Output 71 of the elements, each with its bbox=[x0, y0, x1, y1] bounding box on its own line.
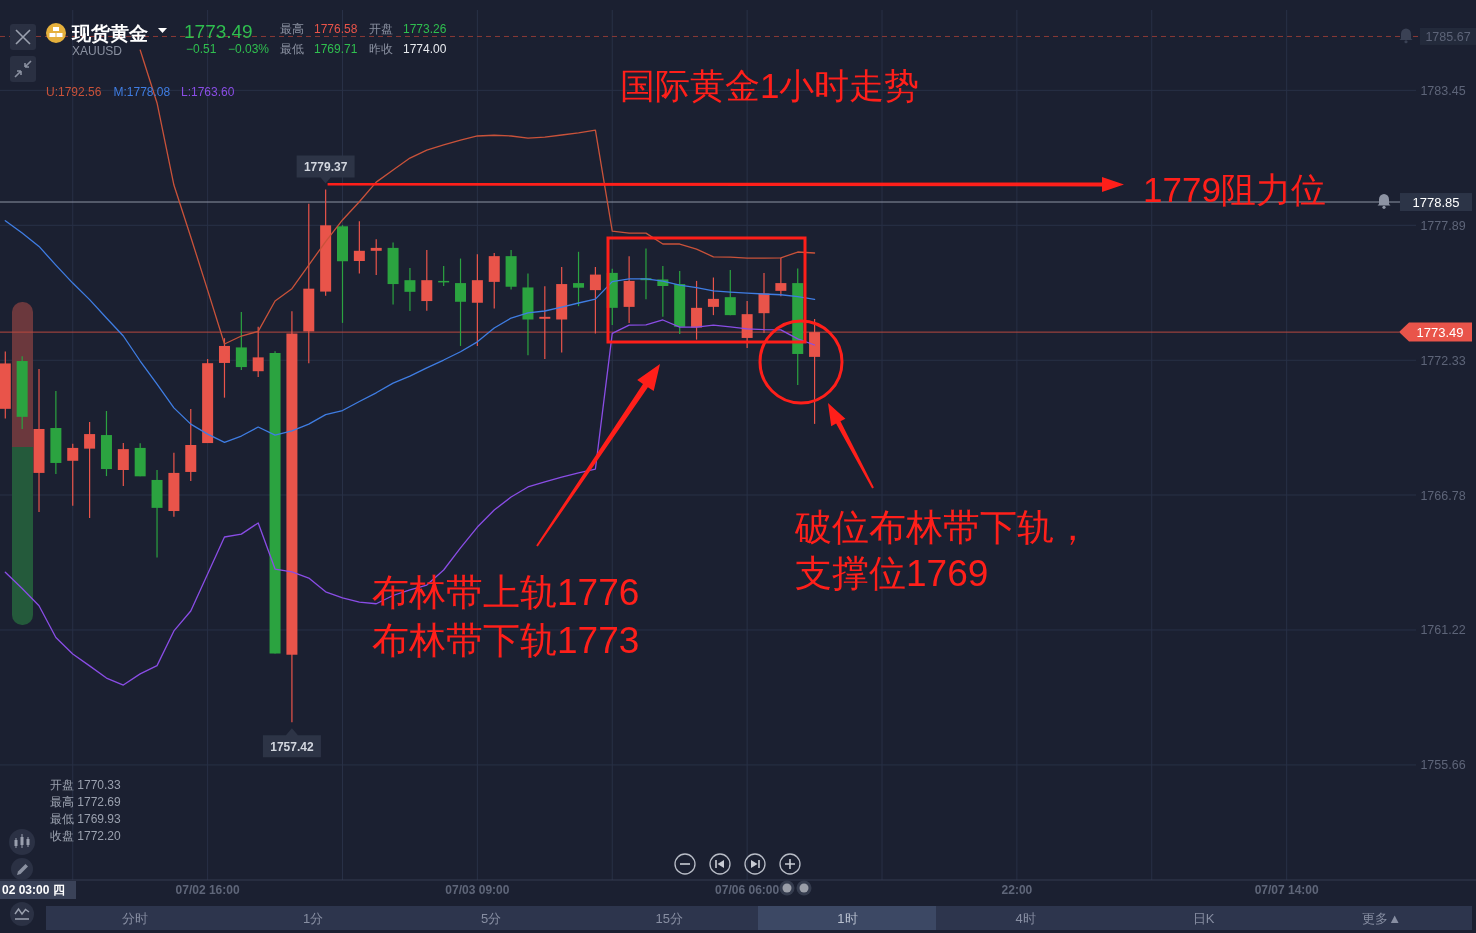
candlestick bbox=[117, 442, 129, 487]
annotation: 现货黄金 bbox=[71, 23, 148, 44]
candlestick bbox=[707, 276, 719, 316]
annotation: 最高 1772.69 bbox=[50, 795, 122, 809]
candlestick bbox=[741, 300, 753, 349]
text: 1785.67 bbox=[1425, 29, 1471, 44]
annotation: 布林带下轨1773 bbox=[372, 620, 640, 661]
annotation: 昨收 bbox=[369, 42, 393, 56]
candlestick bbox=[589, 266, 601, 335]
annotation: 破位布林带下轨， bbox=[794, 507, 1091, 548]
text: 15分 bbox=[655, 911, 684, 926]
candlestick bbox=[421, 249, 433, 312]
text: 国际黄金1小时走势 bbox=[620, 66, 920, 105]
annotation: 收盘 1772.20 bbox=[50, 829, 122, 843]
y-tick-label: 1772.33 bbox=[1420, 353, 1466, 368]
text: 5分 bbox=[481, 911, 502, 926]
candlestick bbox=[252, 326, 264, 378]
text: 日K bbox=[1192, 911, 1215, 926]
annotation: −0.51 bbox=[186, 42, 217, 56]
annotation: XAUUSD bbox=[72, 44, 123, 58]
text: 分时 bbox=[122, 911, 148, 926]
candlestick bbox=[539, 285, 551, 360]
annotation: 最高 bbox=[280, 22, 304, 36]
y-tick-label: 1755.66 bbox=[1420, 758, 1466, 773]
text: 4时 bbox=[1015, 911, 1036, 926]
candlestick bbox=[235, 311, 247, 371]
y-tick-label: 1777.89 bbox=[1420, 218, 1466, 233]
text: 1时 bbox=[837, 911, 858, 926]
text: 1分 bbox=[302, 911, 324, 926]
line-series bbox=[4, 220, 816, 443]
candlestick bbox=[353, 220, 365, 274]
annotation: 1769.71 bbox=[314, 42, 358, 56]
y-tick-label: 1766.78 bbox=[1420, 488, 1466, 503]
candlestick bbox=[724, 269, 736, 316]
text: 1778.85 bbox=[1412, 194, 1460, 210]
annotation: 开盘 1770.33 bbox=[50, 778, 122, 792]
annotation: 支撑位1769 bbox=[795, 553, 989, 594]
x-tick-label: 07/06 06:00 bbox=[715, 883, 780, 897]
candlestick bbox=[404, 267, 416, 312]
annotation: 1773.49 bbox=[184, 21, 253, 42]
x-tick-label: 22:00 bbox=[1001, 883, 1033, 897]
annotation: 最低 bbox=[280, 42, 304, 56]
candlestick bbox=[218, 337, 230, 399]
annotation: 1776.58 bbox=[314, 22, 358, 36]
y-tick-label: 1761.22 bbox=[1420, 623, 1466, 638]
text: L:1763.60 bbox=[181, 85, 235, 99]
annotation: 1779.37 bbox=[303, 159, 348, 174]
candlestick bbox=[471, 253, 483, 347]
x-tick-label: 07/02 16:00 bbox=[175, 883, 240, 897]
candlestick bbox=[775, 257, 787, 297]
candlestick bbox=[758, 272, 770, 334]
candlestick bbox=[455, 257, 467, 347]
candlestick bbox=[67, 443, 79, 507]
annotation: −0.03% bbox=[228, 42, 270, 56]
candlestick bbox=[573, 251, 585, 307]
text: 02 03:00 四 bbox=[2, 883, 65, 897]
y-tick-label: 1783.45 bbox=[1420, 83, 1466, 98]
candlestick bbox=[84, 421, 96, 519]
text: 1773.49 bbox=[1416, 324, 1464, 340]
annotation: 1774.00 bbox=[403, 42, 447, 56]
annotation: 1779阻力位 bbox=[1143, 170, 1326, 210]
x-tick-label: 07/07 14:00 bbox=[1254, 883, 1320, 897]
text: 更多▲ bbox=[1362, 911, 1402, 926]
annotation: 开盘 bbox=[369, 22, 393, 36]
annotation: 1773.26 bbox=[403, 22, 447, 36]
annotation: 1757.42 bbox=[270, 739, 314, 754]
text: U:1792.56 bbox=[46, 85, 102, 99]
candlestick bbox=[691, 280, 703, 341]
x-tick-label: 07/03 09:00 bbox=[445, 883, 510, 897]
candlestick bbox=[370, 238, 382, 276]
annotation: 最低 1769.93 bbox=[50, 812, 122, 826]
